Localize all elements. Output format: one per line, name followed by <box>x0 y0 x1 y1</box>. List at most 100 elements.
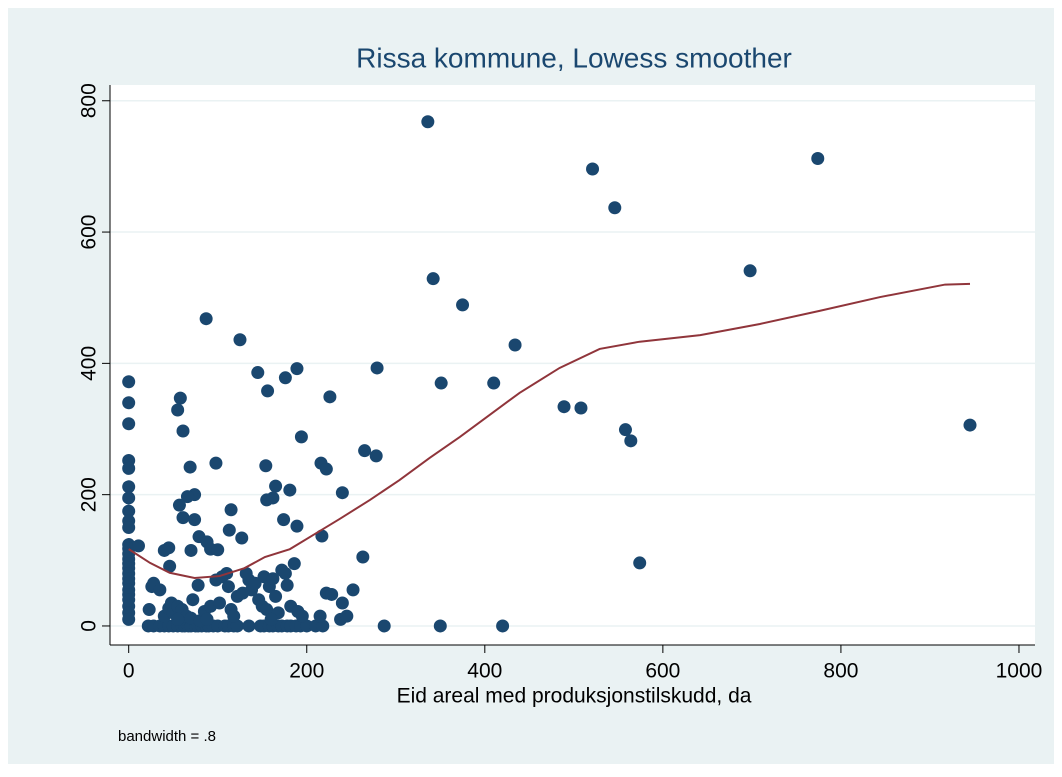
point <box>508 338 522 352</box>
point <box>142 603 156 617</box>
x-tick-label: 800 <box>823 660 858 683</box>
point <box>172 498 186 512</box>
point <box>316 619 330 633</box>
chart-title: Rissa kommune, Lowess smoother <box>356 42 792 73</box>
point <box>283 483 297 497</box>
point <box>122 612 136 626</box>
point <box>377 619 391 633</box>
point <box>426 272 440 286</box>
point <box>180 490 194 504</box>
point <box>434 376 448 390</box>
point <box>295 609 309 623</box>
point <box>278 566 292 580</box>
point <box>319 462 333 476</box>
point <box>421 115 435 129</box>
point <box>122 375 136 389</box>
point <box>277 513 291 527</box>
point <box>260 493 274 507</box>
lowess-line <box>128 282 971 580</box>
y-tick-label: 800 <box>78 83 101 118</box>
point <box>261 384 275 398</box>
point <box>176 511 190 525</box>
y-tick-label: 200 <box>78 477 101 512</box>
point <box>242 619 256 633</box>
point <box>811 152 825 166</box>
note: bandwidth = .8 <box>118 728 216 745</box>
point <box>586 162 600 176</box>
point <box>153 583 167 597</box>
point <box>323 390 337 404</box>
point <box>188 513 202 527</box>
point <box>251 366 265 380</box>
point <box>290 362 304 376</box>
point <box>269 479 283 493</box>
y-tick-label: 0 <box>78 620 101 632</box>
point <box>222 523 236 537</box>
point <box>248 576 262 590</box>
point <box>157 543 171 557</box>
point <box>574 401 588 415</box>
point <box>356 550 370 564</box>
point <box>259 459 273 473</box>
point <box>370 361 384 375</box>
point <box>335 486 349 500</box>
point <box>433 619 447 633</box>
point <box>325 587 339 601</box>
point <box>199 312 213 326</box>
x-tick-label: 600 <box>645 660 680 683</box>
point <box>184 543 198 557</box>
point <box>122 461 136 475</box>
point <box>122 504 136 518</box>
point <box>186 593 200 607</box>
point <box>743 264 757 278</box>
point <box>176 424 190 438</box>
point <box>122 480 136 494</box>
point <box>278 371 292 385</box>
point <box>456 298 470 312</box>
point <box>209 456 223 470</box>
point <box>163 559 177 573</box>
y-tick-label: 400 <box>78 346 101 381</box>
point <box>221 580 235 594</box>
point <box>171 612 185 626</box>
point <box>313 609 327 623</box>
point <box>173 391 187 405</box>
point <box>122 491 136 505</box>
point <box>280 578 294 592</box>
point <box>269 589 283 603</box>
point <box>346 583 360 597</box>
x-axis-label: Eid areal med produksjonstilskudd, da <box>397 685 752 708</box>
point <box>211 543 225 557</box>
point <box>191 578 205 592</box>
point <box>487 376 501 390</box>
point <box>233 333 247 347</box>
point <box>340 609 354 623</box>
point <box>131 539 145 553</box>
point <box>122 520 136 534</box>
point <box>224 503 238 517</box>
plot-region <box>110 85 1035 645</box>
point <box>358 444 372 458</box>
point <box>213 596 227 610</box>
point <box>290 519 304 533</box>
point <box>633 556 647 570</box>
point <box>294 430 308 444</box>
point <box>496 619 510 633</box>
x-tick-label: 400 <box>467 660 502 683</box>
point <box>122 396 136 410</box>
point <box>171 403 185 417</box>
point <box>300 619 314 633</box>
point <box>264 612 278 626</box>
point <box>235 531 249 545</box>
point <box>230 619 244 633</box>
x-tick-label: 0 <box>123 660 135 683</box>
point <box>287 557 301 571</box>
x-tick-label: 1000 <box>996 660 1043 683</box>
y-tick-label: 600 <box>78 215 101 250</box>
point <box>183 460 197 474</box>
point <box>266 572 280 586</box>
point <box>608 201 622 215</box>
point <box>227 609 241 623</box>
point <box>624 434 638 448</box>
